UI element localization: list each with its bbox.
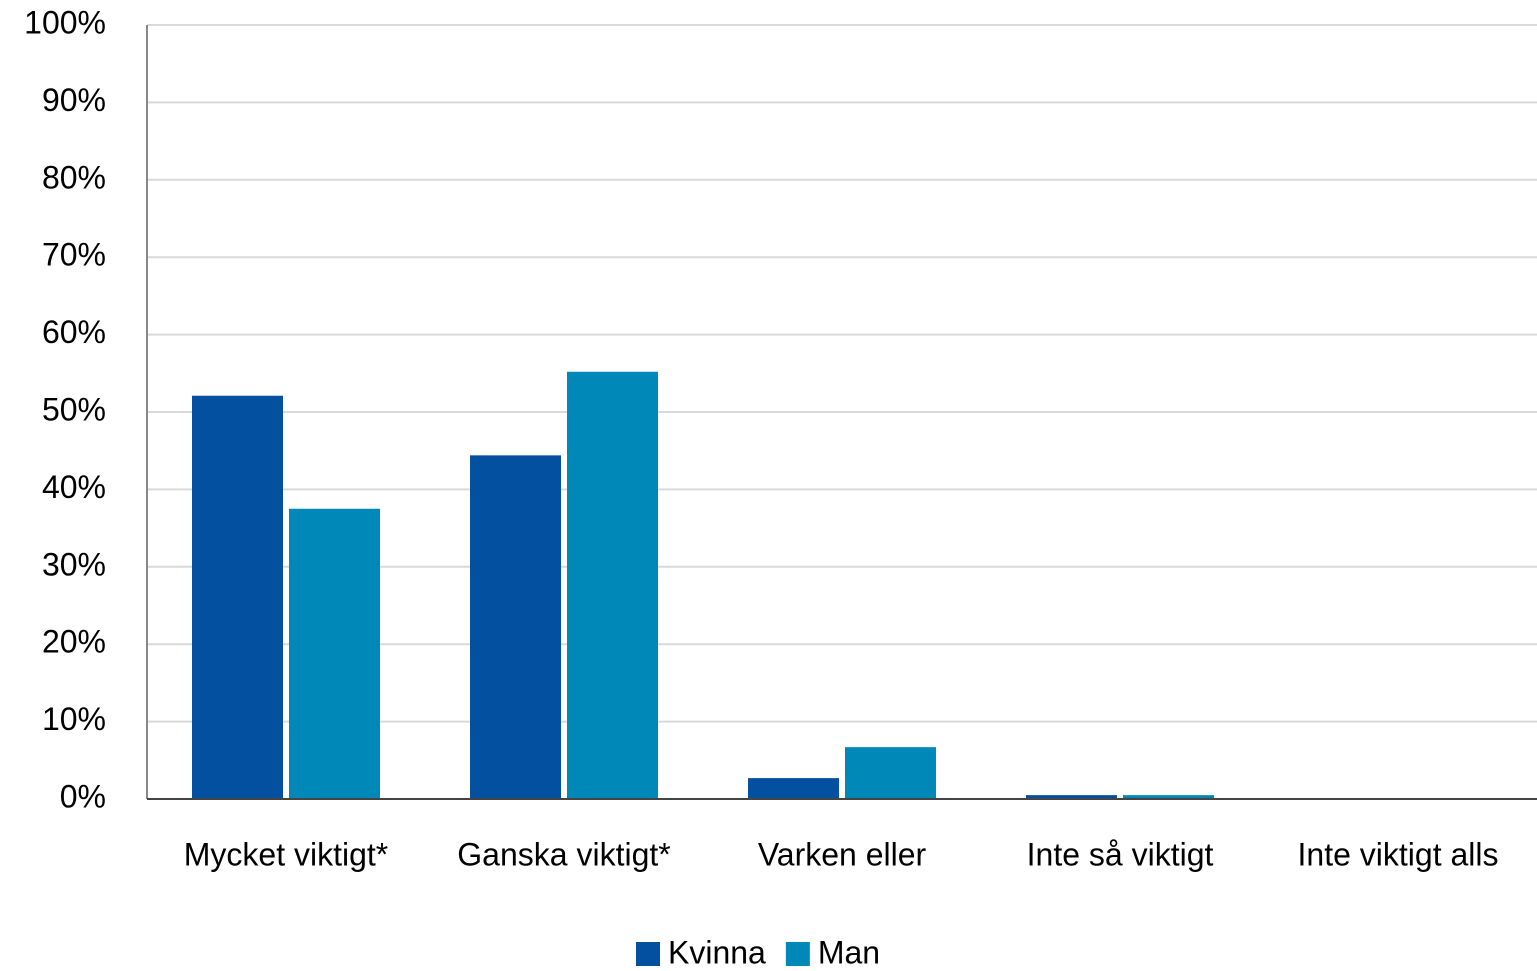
legend-swatch	[785, 942, 810, 966]
bar	[845, 747, 936, 799]
bar	[289, 508, 380, 799]
y-tick-label: 50%	[42, 391, 106, 427]
bar	[470, 455, 561, 799]
y-tick-label: 100%	[24, 4, 106, 40]
y-tick-label: 40%	[42, 469, 106, 505]
y-tick-label: 60%	[42, 314, 106, 350]
y-tick-label: 20%	[42, 624, 106, 660]
bar	[567, 371, 658, 799]
bar	[1123, 795, 1214, 799]
x-tick-label: Inte så viktigt	[1027, 836, 1214, 872]
bar	[1026, 795, 1117, 799]
legend-swatch	[636, 942, 660, 966]
y-tick-label: 30%	[42, 546, 106, 582]
y-tick-label: 80%	[42, 159, 106, 195]
x-tick-label: Ganska viktigt*	[457, 836, 670, 872]
y-tick-label: 10%	[42, 701, 106, 737]
bar	[192, 395, 283, 799]
x-tick-label: Mycket viktigt*	[184, 836, 388, 872]
x-tick-label: Inte viktigt alls	[1298, 836, 1499, 872]
y-tick-label: 0%	[60, 778, 106, 814]
y-tick-label: 90%	[42, 82, 106, 118]
y-tick-label: 70%	[42, 237, 106, 273]
legend-label: Man	[818, 934, 880, 970]
legend-label: Kvinna	[668, 934, 766, 970]
x-tick-label: Varken eller	[758, 836, 927, 872]
bar	[748, 778, 839, 799]
